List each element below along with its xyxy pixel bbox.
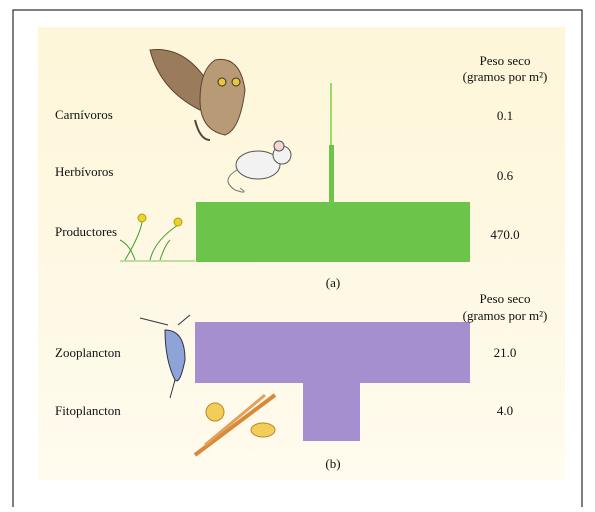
herbivore-bar — [329, 145, 334, 202]
figure: Peso seco (gramos por m²) Carnívoros Her… — [0, 0, 595, 507]
caption: (b) — [325, 456, 340, 471]
level-label: Carnívoros — [55, 107, 113, 122]
level-label: Productores — [55, 224, 117, 239]
producer-bar — [196, 202, 470, 262]
header: (gramos por m²) — [463, 69, 548, 84]
level-label: Zooplancton — [55, 345, 121, 360]
header: Peso seco — [480, 53, 531, 68]
level-value: 0.6 — [497, 168, 514, 183]
header: (gramos por m²) — [463, 308, 548, 323]
level-value: 470.0 — [490, 227, 519, 242]
header: Peso seco — [480, 291, 531, 306]
phytoplankton-bar — [303, 383, 360, 441]
caption: (a) — [326, 275, 340, 290]
carnivore-bar — [330, 83, 332, 145]
level-value: 21.0 — [494, 345, 517, 360]
level-label: Herbívoros — [55, 164, 114, 179]
level-value: 0.1 — [497, 108, 513, 123]
level-value: 4.0 — [497, 403, 513, 418]
zooplankton-bar — [195, 322, 470, 383]
level-label: Fitoplancton — [55, 403, 121, 418]
